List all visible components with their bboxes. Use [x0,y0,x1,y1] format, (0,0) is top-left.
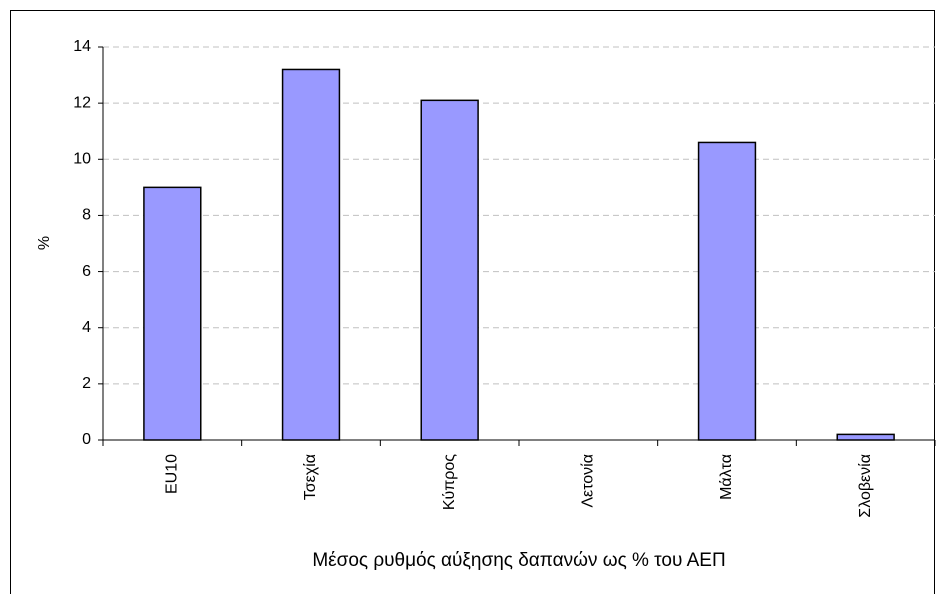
y-tick-label: 8 [82,207,91,224]
chart-frame [10,10,935,594]
x-tick-label: Σλοβενία [857,454,874,518]
bar [143,186,202,441]
y-tick-label: 6 [82,263,91,280]
x-axis-title: Μέσος ρυθμός αύξησης δαπανών ως % του ΑΕ… [312,550,725,571]
y-tick-label: 14 [73,38,91,55]
bar [836,433,895,441]
bar [420,99,479,441]
bar [281,68,341,441]
y-tick-label: 10 [73,151,91,168]
y-tick-label: 2 [82,375,91,392]
x-tick-label: Τσεχία [302,454,319,500]
x-tick-label: EU10 [164,454,181,494]
y-tick-label: 12 [73,94,91,111]
y-tick-label: 0 [82,431,91,448]
y-tick-label: 4 [82,319,91,336]
y-axis-title: % [36,236,53,250]
x-tick-label: Κύπρος [441,454,458,510]
x-tick-label: Λετονία [580,454,597,508]
bar [697,141,757,441]
x-tick-label: Μάλτα [718,454,735,500]
